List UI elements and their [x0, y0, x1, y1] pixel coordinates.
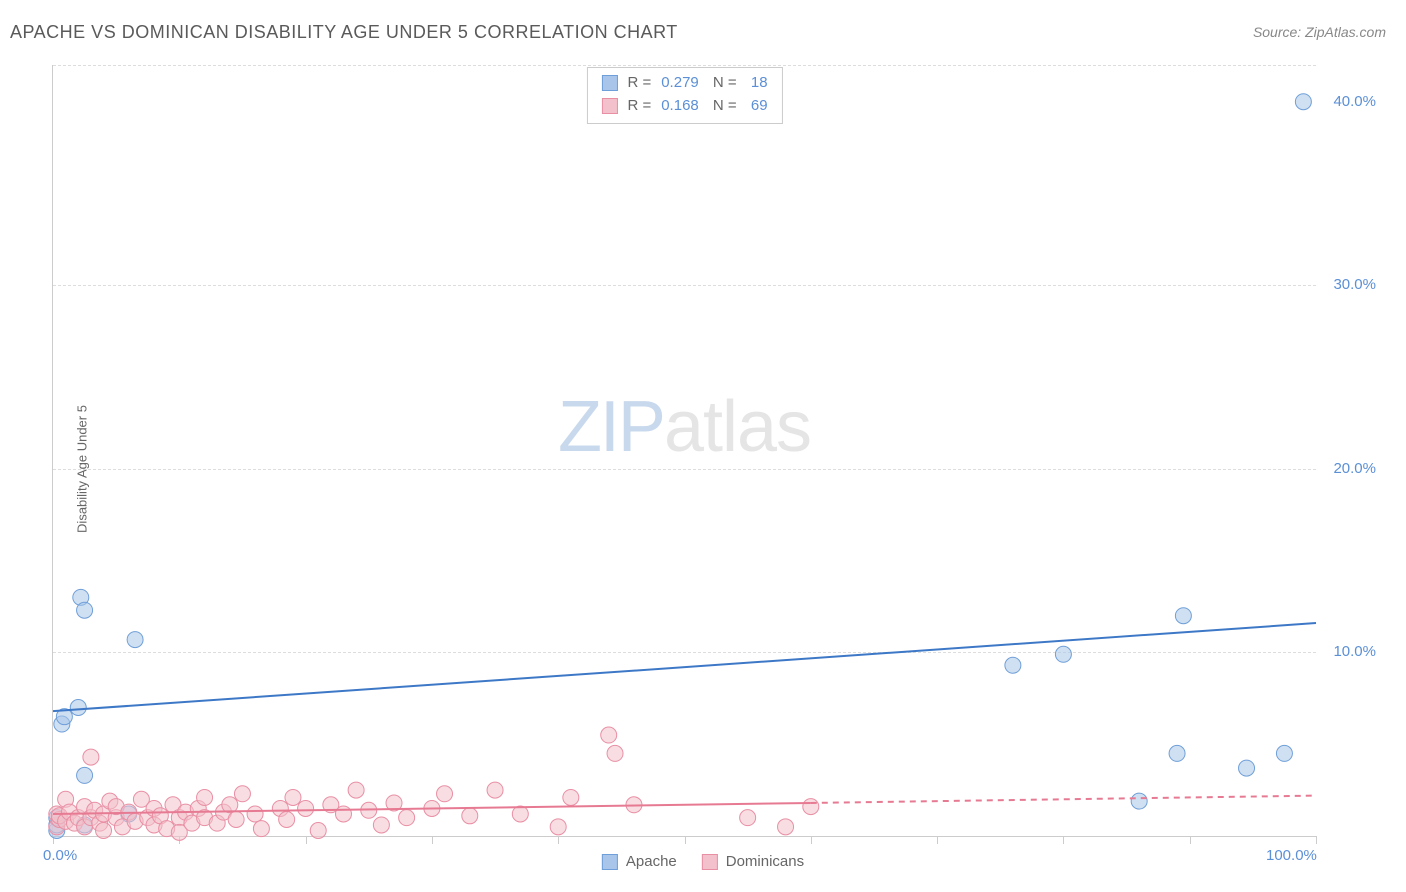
- data-point: [1131, 793, 1147, 809]
- data-point: [83, 749, 99, 765]
- legend-swatch: [601, 98, 617, 114]
- data-point: [740, 810, 756, 826]
- data-point: [399, 810, 415, 826]
- data-point: [803, 799, 819, 815]
- data-point: [1295, 94, 1311, 110]
- legend-correlation: R = 0.279 N = 18 R = 0.168 N = 69: [586, 67, 782, 124]
- x-tick: [558, 836, 559, 844]
- legend-n-label: N =: [709, 95, 737, 118]
- chart-title: APACHE VS DOMINICAN DISABILITY AGE UNDER…: [10, 22, 678, 42]
- scatter-plot-svg: [53, 65, 1316, 836]
- legend-swatch: [702, 854, 718, 870]
- x-tick: [306, 836, 307, 844]
- y-tick-label: 20.0%: [1333, 460, 1376, 477]
- x-tick: [1190, 836, 1191, 844]
- data-point: [197, 789, 213, 805]
- data-point: [96, 822, 112, 838]
- data-point: [1169, 745, 1185, 761]
- x-tick: [685, 836, 686, 844]
- data-point: [437, 786, 453, 802]
- plot-area: ZIPatlas R =0.279 N = 18R =0.168 N = 69 …: [52, 65, 1316, 837]
- data-point: [279, 811, 295, 827]
- chart-container: Disability Age Under 5 ZIPatlas R =0.279…: [10, 55, 1396, 882]
- data-point: [1175, 608, 1191, 624]
- data-point: [234, 786, 250, 802]
- legend-n-value: 69: [747, 95, 768, 118]
- data-point: [373, 817, 389, 833]
- legend-item: Dominicans: [702, 853, 804, 870]
- legend-n-value: 18: [747, 72, 768, 95]
- data-point: [77, 602, 93, 618]
- trend-line-extrapolated: [811, 796, 1316, 803]
- legend-r-label: R =: [627, 95, 651, 118]
- data-point: [1055, 646, 1071, 662]
- data-point: [1276, 745, 1292, 761]
- data-point: [462, 808, 478, 824]
- data-point: [247, 806, 263, 822]
- data-point: [348, 782, 364, 798]
- source-attribution: Source: ZipAtlas.com: [1253, 24, 1386, 40]
- x-tick: [811, 836, 812, 844]
- data-point: [285, 789, 301, 805]
- y-tick-label: 10.0%: [1333, 643, 1376, 660]
- legend-r-value: 0.168: [661, 95, 699, 118]
- legend-label: Apache: [626, 853, 677, 870]
- data-point: [77, 767, 93, 783]
- data-point: [607, 745, 623, 761]
- legend-n-label: N =: [709, 72, 737, 95]
- data-point: [512, 806, 528, 822]
- data-point: [487, 782, 503, 798]
- data-point: [228, 811, 244, 827]
- data-point: [127, 632, 143, 648]
- data-point: [601, 727, 617, 743]
- x-tick-label: 0.0%: [43, 847, 77, 864]
- legend-swatch: [601, 75, 617, 91]
- y-tick-label: 40.0%: [1333, 93, 1376, 110]
- data-point: [253, 821, 269, 837]
- legend-row: R = 0.168 N = 69: [601, 95, 767, 118]
- data-point: [1005, 657, 1021, 673]
- x-tick: [432, 836, 433, 844]
- data-point: [335, 806, 351, 822]
- x-tick: [1316, 836, 1317, 844]
- legend-swatch: [602, 854, 618, 870]
- x-tick: [1063, 836, 1064, 844]
- y-tick-label: 30.0%: [1333, 276, 1376, 293]
- x-tick-label: 100.0%: [1266, 847, 1317, 864]
- data-point: [563, 789, 579, 805]
- data-point: [1239, 760, 1255, 776]
- legend-label: Dominicans: [726, 853, 804, 870]
- legend-item: Apache: [602, 853, 677, 870]
- legend-series: Apache Dominicans: [602, 853, 804, 870]
- data-point: [550, 819, 566, 835]
- x-tick: [937, 836, 938, 844]
- data-point: [310, 822, 326, 838]
- trend-line: [53, 623, 1316, 711]
- data-point: [70, 700, 86, 716]
- legend-r-label: R =: [627, 72, 651, 95]
- data-point: [298, 800, 314, 816]
- data-point: [778, 819, 794, 835]
- legend-r-value: 0.279: [661, 72, 699, 95]
- legend-row: R = 0.279 N = 18: [601, 72, 767, 95]
